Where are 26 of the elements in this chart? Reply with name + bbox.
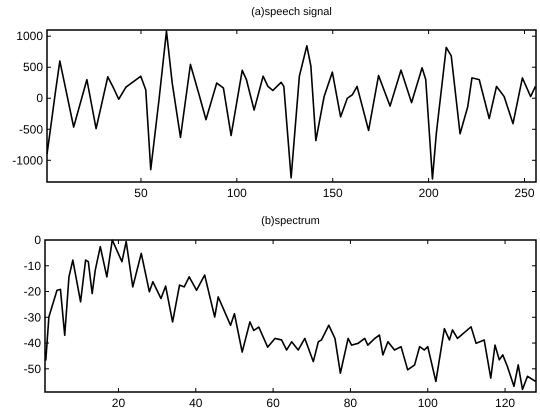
y-tick-label: -50 bbox=[24, 362, 42, 376]
x-tick-label: 40 bbox=[189, 396, 203, 410]
y-tick-label: 500 bbox=[22, 60, 44, 74]
x-tick-label: 50 bbox=[134, 186, 148, 200]
y-tick-label: -30 bbox=[24, 310, 42, 324]
y-tick-label: -1000 bbox=[12, 153, 44, 168]
x-tick-label: 200 bbox=[418, 186, 439, 200]
y-tick-label: -20 bbox=[24, 284, 42, 299]
x-tick-label: 100 bbox=[418, 396, 438, 410]
x-tick-label: 100 bbox=[226, 186, 248, 200]
x-tick-label: 20 bbox=[112, 396, 126, 410]
y-tick-label: 0 bbox=[36, 91, 44, 106]
line-series bbox=[44, 239, 536, 390]
y-tick-label: 1000 bbox=[16, 29, 44, 44]
chart-title: (a)speech signal bbox=[251, 6, 332, 18]
chart-title: (b)spectrum bbox=[261, 215, 320, 227]
y-tick-label: -40 bbox=[24, 336, 42, 350]
x-tick-label: 60 bbox=[266, 396, 280, 410]
x-tick-label: 80 bbox=[344, 396, 358, 410]
y-tick-label: -10 bbox=[24, 258, 42, 273]
y-tick-label: 0 bbox=[34, 233, 42, 247]
x-tick-label: 250 bbox=[514, 186, 535, 200]
x-tick-label: 120 bbox=[495, 396, 516, 410]
y-tick-label: -500 bbox=[18, 122, 44, 136]
x-tick-label: 150 bbox=[322, 186, 344, 200]
line-series bbox=[46, 30, 536, 180]
